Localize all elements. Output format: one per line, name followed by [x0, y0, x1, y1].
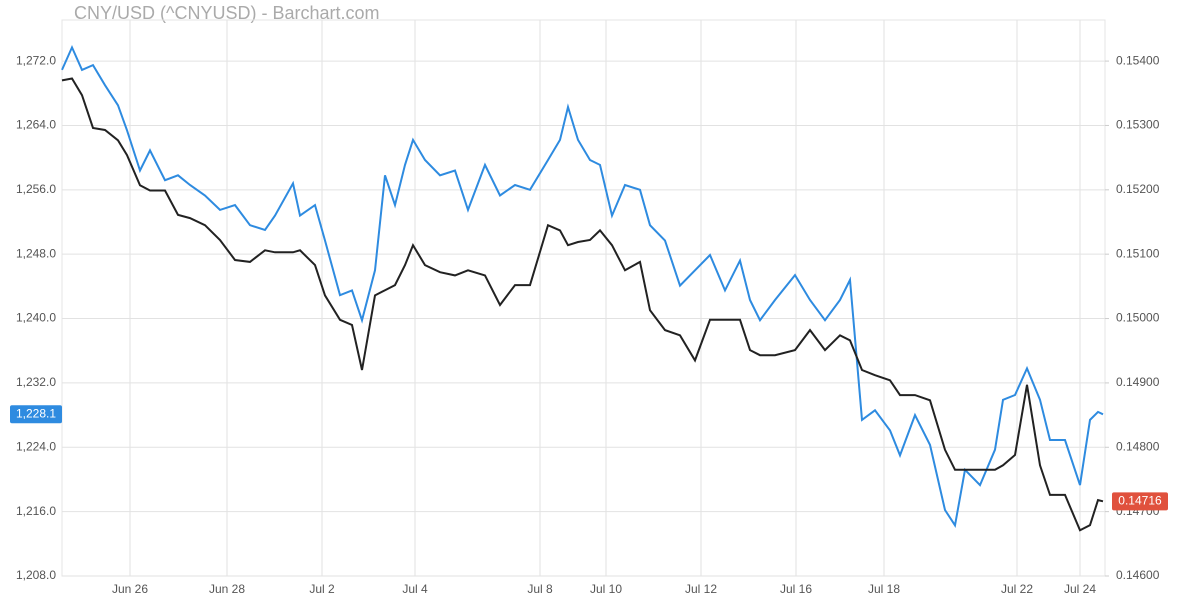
y-tick-label: 1,224.0 [16, 439, 56, 453]
x-tick-label: Jul 2 [309, 582, 335, 596]
plot-area [61, 19, 1106, 577]
x-tick-label: Jul 24 [1064, 582, 1096, 596]
series-line [61, 44, 1104, 528]
y-tick-label: 1,256.0 [16, 182, 56, 196]
y-tick-label: 1,232.0 [16, 375, 56, 389]
y-tick-label: 1,240.0 [16, 311, 56, 325]
y2-tick-label: 0.15300 [1116, 118, 1160, 132]
y-tick-label: 1,248.0 [16, 246, 56, 260]
x-tick-label: Jul 8 [527, 582, 553, 596]
x-tick-label: Jul 18 [868, 582, 900, 596]
y2-tick-label: 0.14900 [1116, 375, 1160, 389]
x-tick-label: Jul 22 [1001, 582, 1033, 596]
last-value-badge [10, 405, 62, 424]
y2-tick-label: 0.14600 [1116, 568, 1160, 582]
y2-tick-label: 0.15200 [1116, 182, 1160, 196]
y-tick-label: 1,272.0 [16, 53, 56, 67]
x-tick-label: Jul 12 [685, 582, 717, 596]
x-tick-label: Jun 26 [112, 582, 148, 596]
x-tick-label: Jul 4 [402, 582, 428, 596]
x-tick-label: Jul 10 [590, 582, 622, 596]
y-tick-label: 1,208.0 [16, 568, 56, 582]
last-value-badge [1112, 492, 1168, 511]
y2-tick-label: 0.15400 [1116, 53, 1160, 67]
y-tick-label: 1,264.0 [16, 118, 56, 132]
y2-tick-label: 0.14800 [1116, 439, 1160, 453]
x-tick-label: Jun 28 [209, 582, 245, 596]
last-value-label: 1,228.1 [16, 406, 56, 420]
series-line [61, 77, 1104, 532]
y2-tick-label: 0.15000 [1116, 311, 1160, 325]
x-tick-label: Jul 16 [780, 582, 812, 596]
y-tick-label: 1,216.0 [16, 504, 56, 518]
chart-title: CNY/USD (^CNYUSD) - Barchart.com [74, 3, 379, 23]
y2-tick-label: 0.15100 [1116, 246, 1160, 260]
last-value-label: 0.14716 [1118, 494, 1162, 508]
